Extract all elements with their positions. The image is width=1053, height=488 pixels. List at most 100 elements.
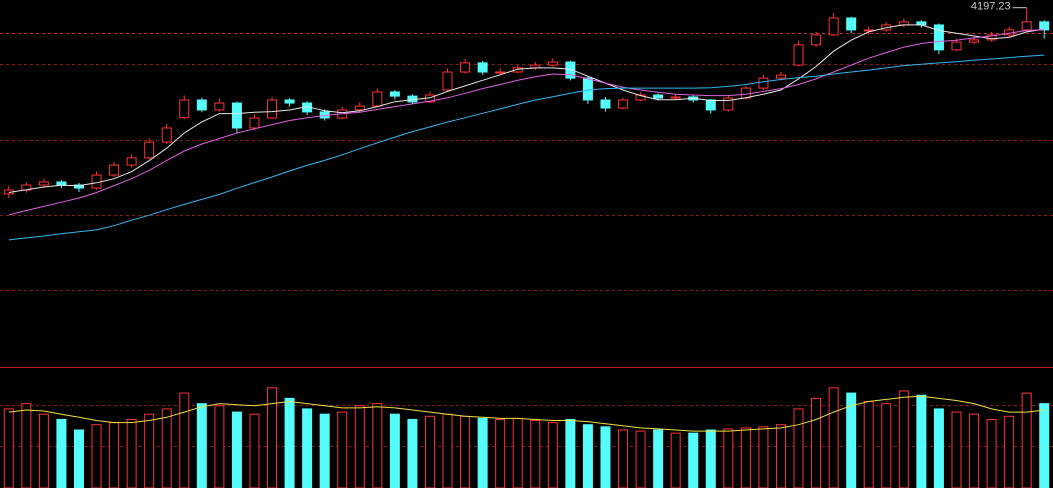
candle-body	[1021, 21, 1032, 31]
volume-bar	[530, 420, 541, 488]
candle-body	[231, 102, 242, 129]
moving-average-line	[8, 54, 1045, 241]
candle-body	[38, 181, 49, 186]
candle-body	[442, 71, 453, 91]
volume-bar	[635, 430, 646, 488]
volume-bar	[740, 427, 751, 488]
volume-bar	[179, 392, 190, 488]
volume-bar	[547, 422, 558, 488]
candle-body	[670, 96, 681, 99]
candle-body	[196, 99, 207, 111]
candle-body	[249, 117, 260, 129]
candle-body	[828, 17, 839, 36]
candle-body	[73, 184, 84, 189]
candle-body	[775, 74, 786, 79]
volume-bar	[600, 426, 611, 488]
high-label: 4197.23	[971, 1, 1011, 13]
moving-average-line	[8, 29, 1045, 216]
candle-body	[951, 41, 962, 51]
volume-bar	[758, 426, 769, 488]
candle-body	[723, 97, 734, 111]
volume-bar	[846, 392, 857, 488]
volume-bar	[705, 429, 716, 488]
candle-body	[109, 164, 120, 176]
candle-body	[477, 62, 488, 73]
candle-body	[372, 91, 383, 107]
volume-bar	[109, 422, 120, 488]
volume-bar	[21, 403, 32, 488]
candle-body	[267, 99, 278, 119]
candle-body	[653, 94, 664, 99]
candle-body	[600, 99, 611, 109]
candle-body	[179, 99, 190, 119]
candle-body	[986, 34, 997, 41]
volume-bar	[196, 403, 207, 488]
candle-body	[758, 77, 769, 89]
volume-bar	[898, 390, 909, 488]
candle-body	[354, 105, 365, 111]
candle-body	[565, 61, 576, 79]
volume-bar	[565, 418, 576, 488]
volume-bar	[284, 397, 295, 488]
volume-bar	[688, 432, 699, 488]
volume-bar	[302, 408, 313, 488]
candle-body	[705, 99, 716, 111]
volume-bar	[91, 424, 102, 488]
volume-bar	[372, 403, 383, 488]
volume-bar	[582, 424, 593, 488]
candle-body	[1039, 21, 1050, 31]
volume-bar	[916, 394, 927, 488]
volume-bar	[881, 403, 892, 488]
volume-bar	[933, 408, 944, 488]
candle-body	[161, 127, 172, 143]
volume-bar	[424, 415, 435, 488]
candle-body	[635, 94, 646, 101]
volume-bar	[354, 405, 365, 488]
volume-bar	[986, 418, 997, 488]
volume-bar	[3, 408, 14, 488]
candle-body	[284, 99, 295, 104]
candle-body	[547, 61, 558, 66]
volume-bar	[214, 405, 225, 488]
volume-bar	[512, 417, 523, 488]
volume-bar	[126, 418, 137, 488]
volume-bar	[442, 413, 453, 488]
candle-body	[846, 17, 857, 31]
volume-bar	[73, 429, 84, 488]
volume-bar	[653, 429, 664, 488]
candle-body	[56, 181, 67, 186]
volume-bar	[775, 424, 786, 488]
volume-bar	[793, 408, 804, 488]
candle-body	[126, 157, 137, 166]
volume-bar	[1004, 415, 1015, 488]
volume-bar	[337, 411, 348, 488]
candle-body	[512, 67, 523, 73]
volume-bar	[144, 413, 155, 488]
candle-body	[969, 39, 980, 43]
volume-bar	[231, 411, 242, 488]
volume-bar	[828, 387, 839, 488]
candle-body	[389, 91, 400, 97]
candle-body	[740, 87, 751, 99]
volume-bar	[407, 418, 418, 488]
candle-body	[618, 99, 629, 109]
moving-average-line	[8, 395, 1045, 432]
candle-body	[582, 77, 593, 101]
volume-bar	[1021, 392, 1032, 488]
volume-bar	[811, 397, 822, 488]
volume-bar	[723, 428, 734, 488]
volume-bar	[618, 429, 629, 488]
candle-body	[793, 44, 804, 66]
candle-body	[214, 102, 225, 111]
volume-bar	[1039, 403, 1050, 488]
volume-bar	[389, 413, 400, 488]
candle-body	[811, 34, 822, 46]
volume-bar	[951, 411, 962, 488]
volume-bar	[319, 413, 330, 488]
volume-bar	[670, 432, 681, 488]
candle-body	[460, 62, 471, 73]
volume-bar	[495, 418, 506, 488]
volume-bar	[969, 413, 980, 488]
